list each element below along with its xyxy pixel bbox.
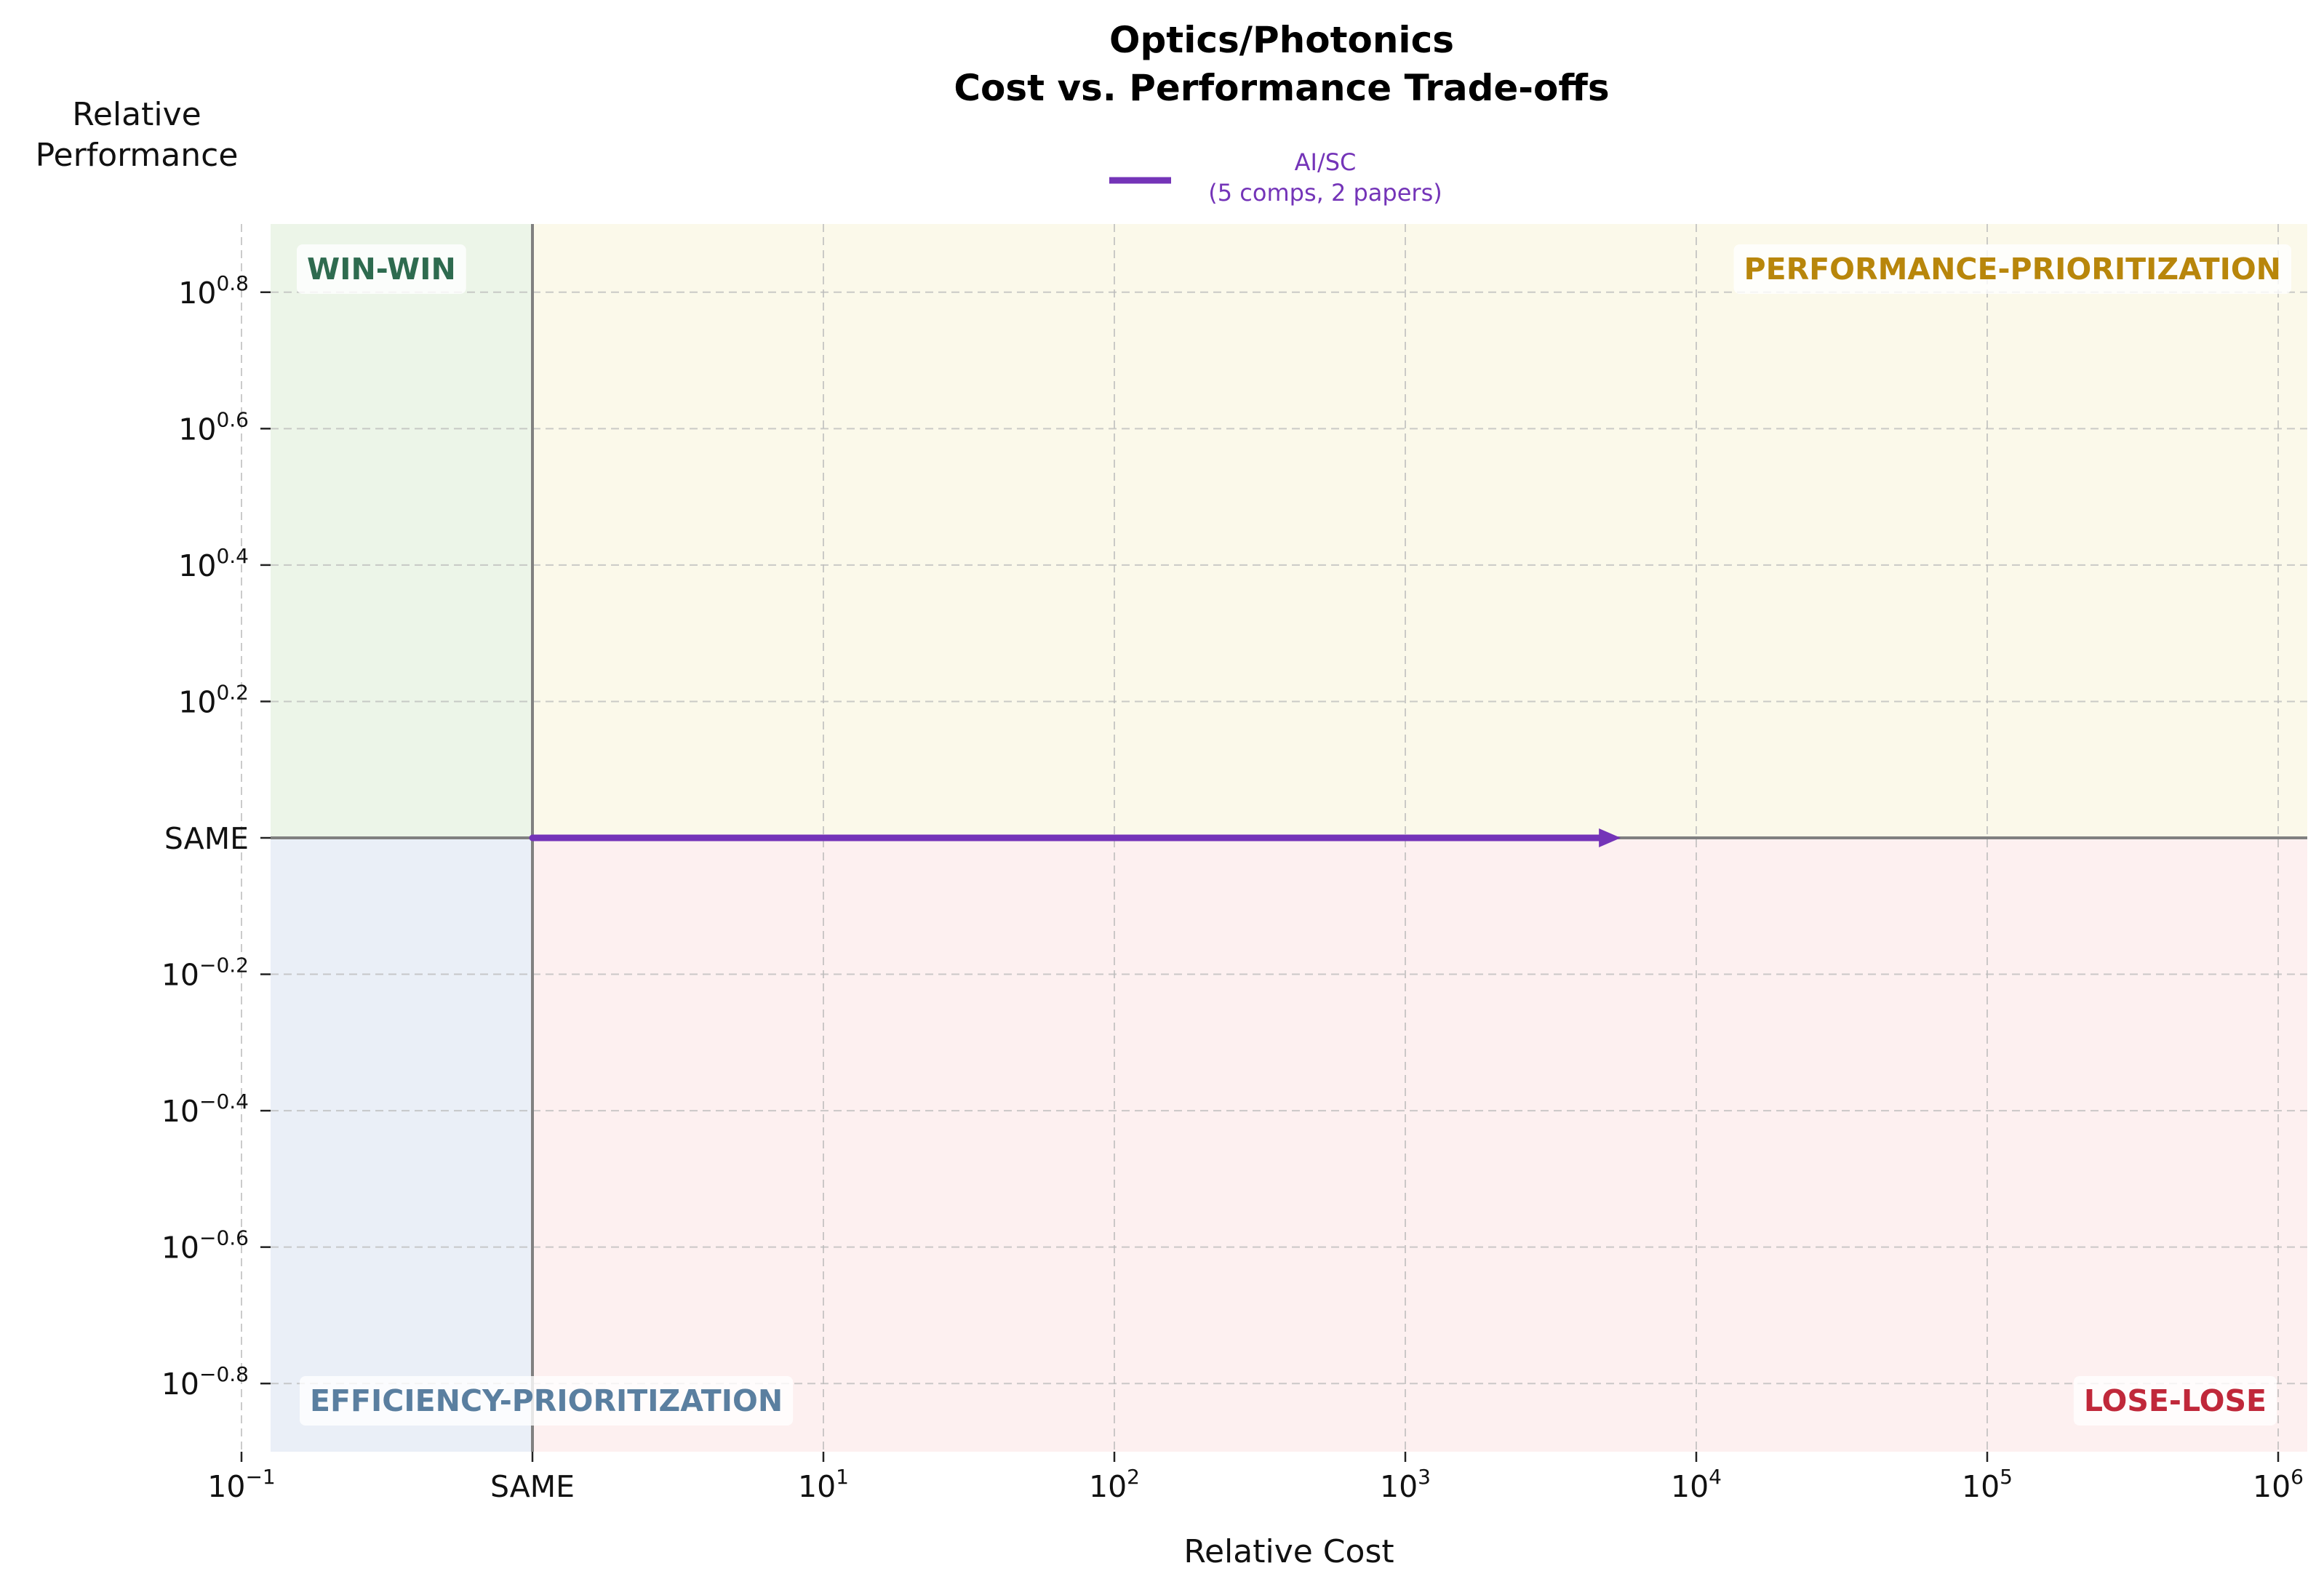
legend-series-name: AI/SC (1295, 148, 1357, 176)
y-tick-label: 10−0.4 (161, 1090, 249, 1129)
quadrant-efficiency-prioritization-region (271, 838, 532, 1452)
quadrant-label-background (1733, 244, 2291, 294)
quadrant-label-text: LOSE-LOSE (2084, 1383, 2267, 1418)
x-tick-label: 106 (2253, 1465, 2304, 1504)
chart-title-line2: Cost vs. Performance Trade-offs (954, 67, 1609, 109)
quadrant-performance-prioritization-region (532, 224, 2307, 838)
x-tick-label: SAME (490, 1469, 575, 1504)
quadrant-label-win-win: WIN-WIN (297, 244, 466, 294)
y-tick-label: 10−0.8 (161, 1362, 249, 1402)
quadrant-label-efficiency-prioritization: EFFICIENCY-PRIORITIZATION (300, 1376, 794, 1426)
x-tick-label: 102 (1089, 1465, 1140, 1504)
y-axis-label-line1: Relative (72, 96, 201, 133)
arrow-head (1599, 828, 1621, 847)
y-axis-label-line2: Performance (36, 137, 239, 174)
plot-background (271, 224, 2307, 1452)
y-axis-ticks: 100.8 100.6 100.4 100.2 SAME 10−0.2 10−0.4 10−0… (161, 271, 271, 1402)
quadrant-label-lose-lose: LOSE-LOSE (2073, 1376, 2277, 1426)
y-tick-label: 100.2 (178, 680, 249, 719)
x-tick-label: 101 (798, 1465, 849, 1504)
quadrant-win-win-region (271, 224, 532, 838)
quadrant-label-background (300, 1376, 794, 1426)
x-tick-label: 103 (1380, 1465, 1431, 1504)
y-tick-label: 10−0.6 (161, 1226, 249, 1266)
x-axis-ticks: 10−1 SAME 101 102 103 104 105 106 (207, 1452, 2304, 1504)
series-layer (529, 828, 1621, 847)
x-tick-label: 104 (1671, 1465, 1722, 1504)
quadrant-label-background (297, 244, 466, 294)
chart-title-line1: Optics/Photonics (1109, 19, 1454, 61)
x-tick-label: 105 (1962, 1465, 2013, 1504)
y-tick-label: 100.6 (178, 407, 249, 447)
grid (241, 224, 2307, 1452)
series-arrow-ai-sc (529, 828, 1621, 847)
legend-series-detail: (5 comps, 2 papers) (1208, 179, 1442, 207)
legend: AI/SC (5 comps, 2 papers) (1109, 148, 1442, 207)
quadrant-label-performance-prioritization: PERFORMANCE-PRIORITIZATION (1733, 244, 2291, 294)
y-tick-label: SAME (164, 821, 249, 856)
quadrant-lose-lose-region (532, 838, 2307, 1452)
quadrant-label-background (2073, 1376, 2277, 1426)
y-tick-label: 100.4 (178, 544, 249, 583)
x-tick-label: 10−1 (207, 1465, 275, 1504)
y-tick-label: 100.8 (178, 271, 249, 311)
x-axis-label: Relative Cost (1183, 1533, 1394, 1570)
quadrant-label-text: WIN-WIN (307, 252, 456, 287)
quadrant-label-text: PERFORMANCE-PRIORITIZATION (1744, 252, 2281, 287)
quadrant-labels: WIN-WIN PERFORMANCE-PRIORITIZATION EFFICIE… (297, 244, 2291, 1426)
y-tick-label: 10−0.2 (161, 954, 249, 993)
quadrant-label-text: EFFICIENCY-PRIORITIZATION (310, 1383, 783, 1418)
